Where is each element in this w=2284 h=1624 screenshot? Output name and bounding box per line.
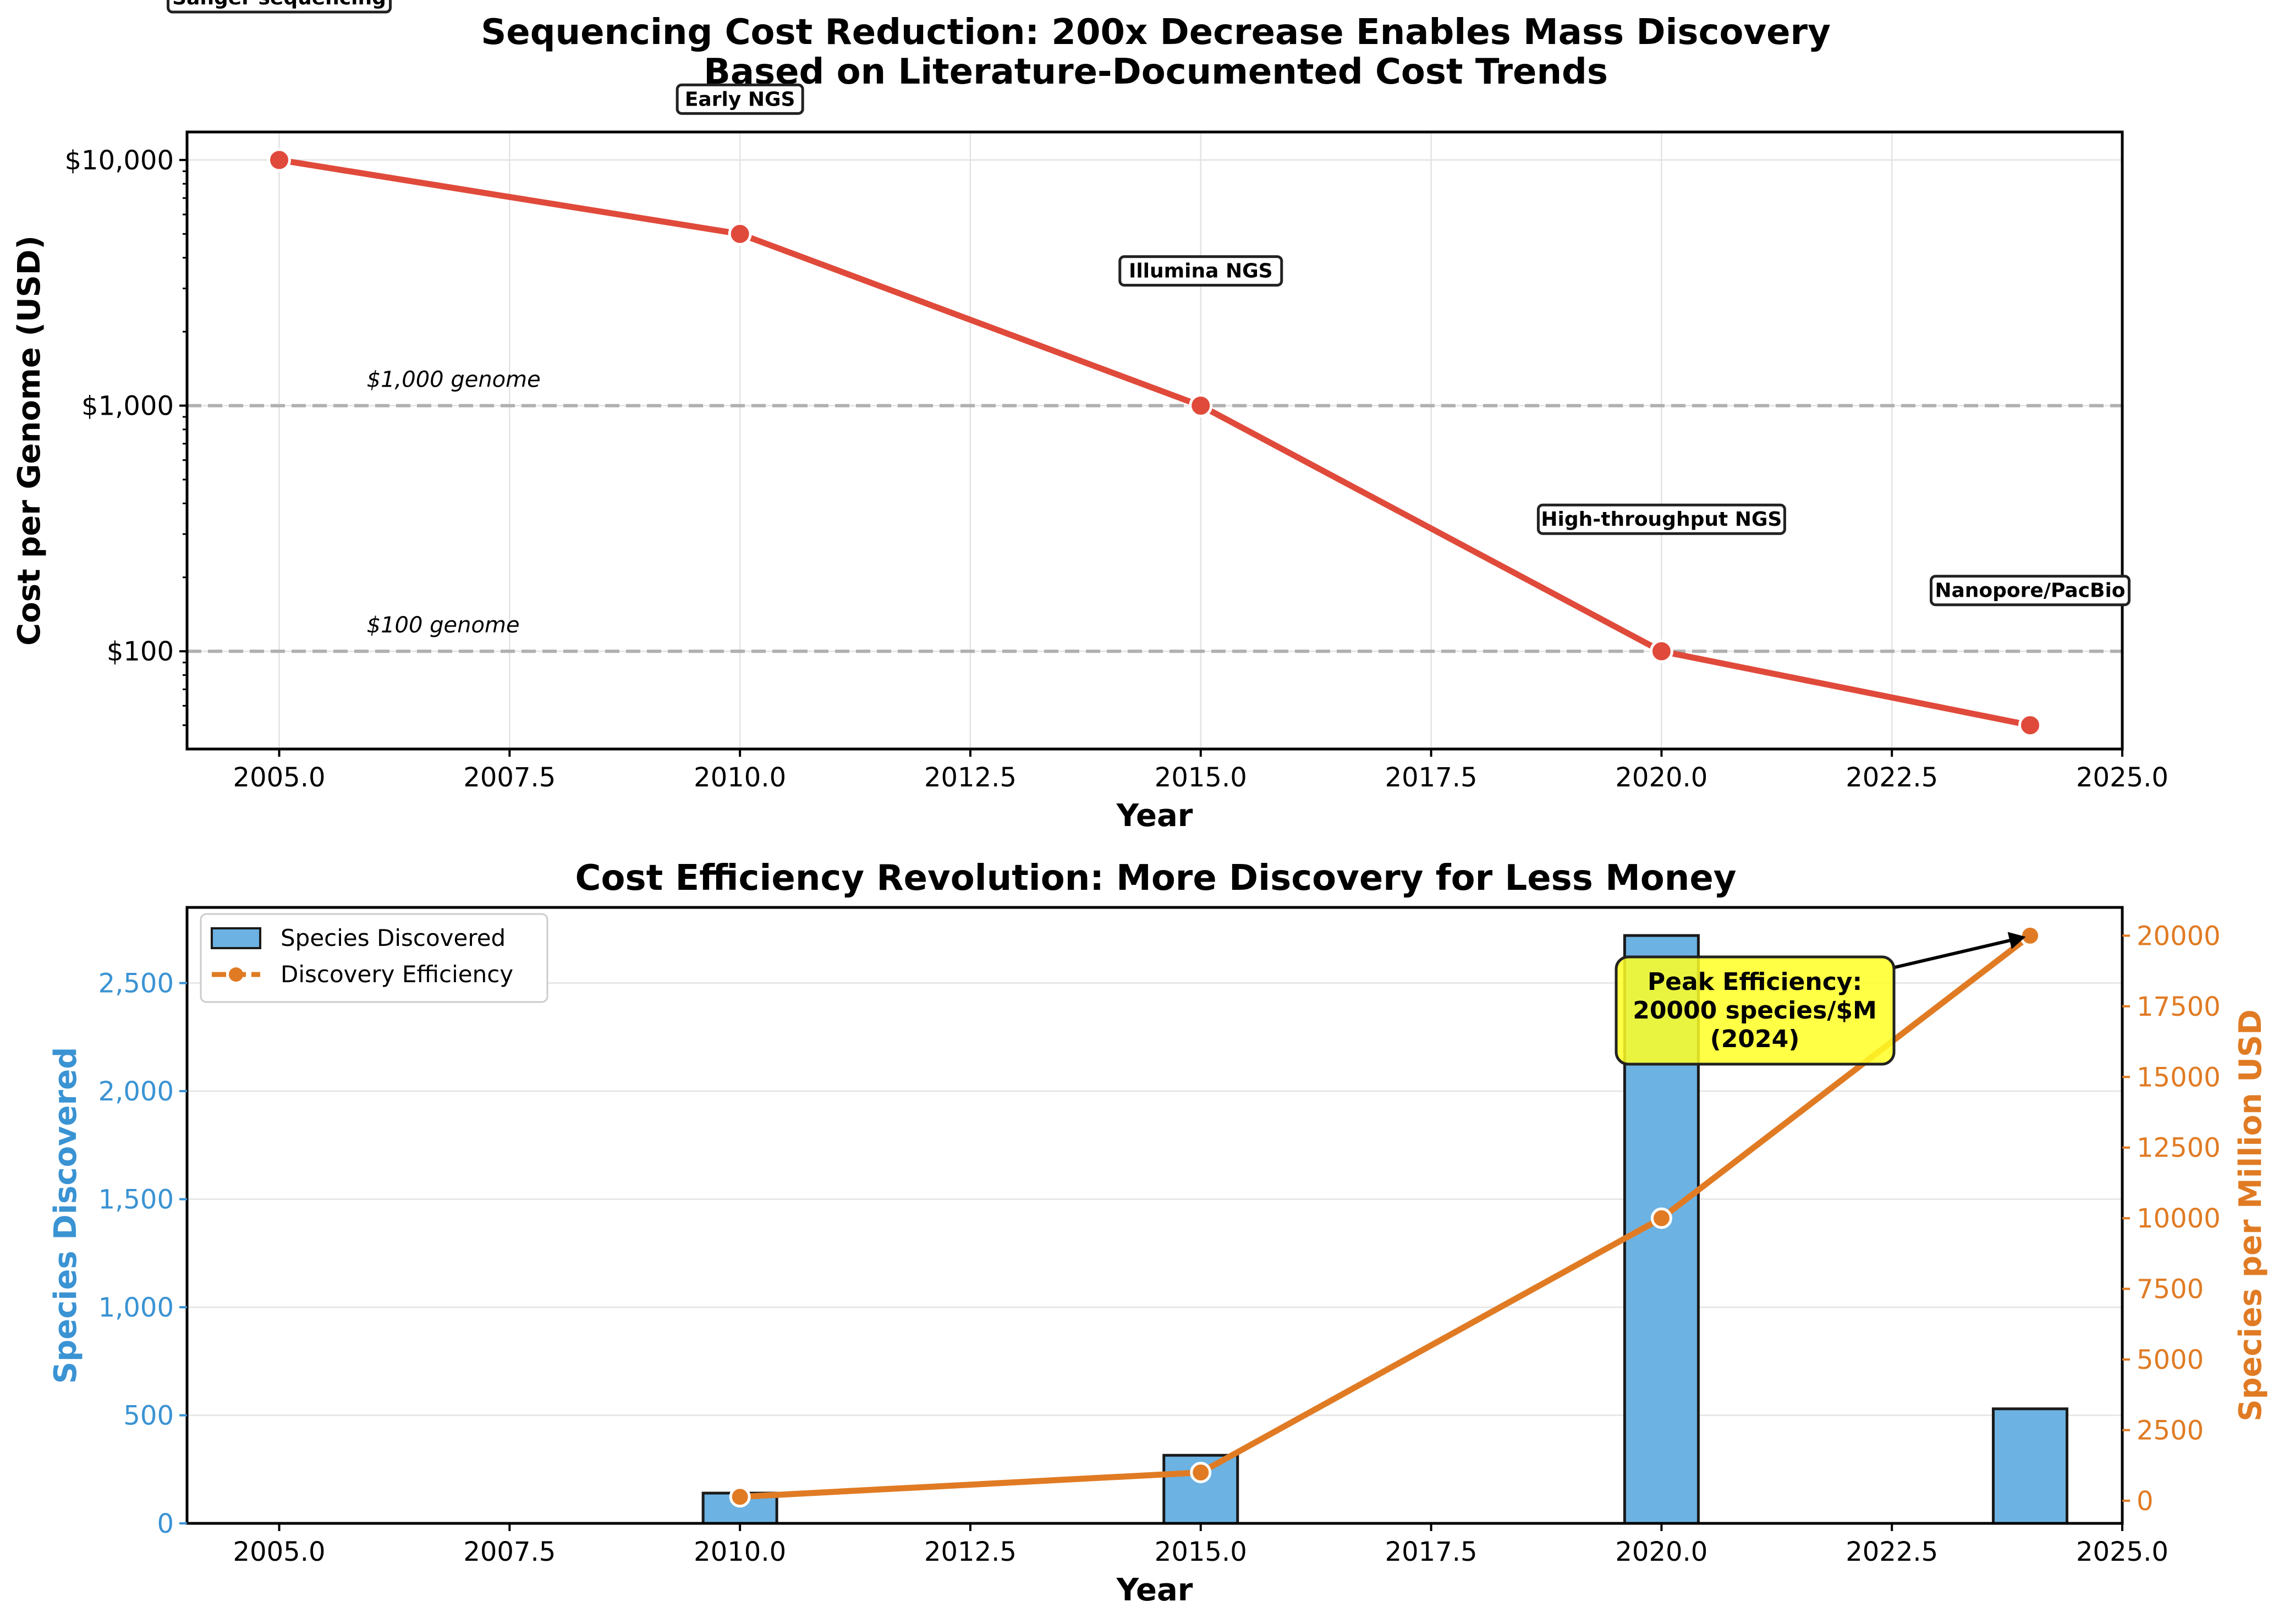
reference-lines: $1,000 genome $100 genome	[187, 367, 2122, 653]
top-plot-frame	[185, 130, 2124, 751]
bottom-right-y-tick-label: 15000	[2137, 1062, 2221, 1093]
top-x-tick-label: 2020.0	[1615, 762, 1707, 793]
legend-label-species: Species Discovered	[281, 924, 506, 951]
top-y-tick-label: $10,000	[65, 145, 174, 176]
peak-efficiency-callout: Peak Efficiency: 20000 species/$M (2024)	[1615, 932, 2026, 1066]
annotation-box	[1929, 575, 2131, 607]
bottom-x-tick-label: 2010.0	[694, 1537, 786, 1567]
top-x-tick-label: 2015.0	[1155, 762, 1247, 793]
cost-panel: Sequencing Cost Reduction: 200x Decrease…	[12, 0, 2168, 834]
callout-line-3: (2024)	[1710, 1025, 1800, 1053]
callout-line-2: 20000 species/$M	[1633, 997, 1877, 1025]
annotation-label: High-throughput NGS	[1541, 508, 1782, 531]
bottom-x-tick-label: 2017.5	[1385, 1537, 1478, 1567]
legend-label-efficiency: Discovery Efficiency	[281, 961, 513, 988]
efficiency-panel: Cost Efficiency Revolution: More Discove…	[48, 858, 2269, 1608]
reference-label-1000: $1,000 genome	[367, 367, 541, 393]
annotation-label: Sanger sequencing	[172, 0, 386, 9]
top-x-axis: 2005.0 2007.5 2010.0 2012.5 2015.0 2017.5 2020…	[233, 749, 2168, 793]
annotation-box	[676, 83, 804, 115]
annotation-label: Early NGS	[685, 88, 795, 111]
bottom-x-tick-label: 2005.0	[233, 1537, 326, 1567]
top-x-tick-label: 2017.5	[1385, 762, 1478, 793]
efficiency-point	[729, 1486, 751, 1508]
cost-point	[728, 222, 752, 246]
legend-box	[200, 913, 548, 1003]
bottom-x-tick-label: 2020.0	[1615, 1537, 1707, 1567]
callout-box	[1615, 955, 1896, 1066]
bottom-x-tick-label: 2012.5	[924, 1537, 1017, 1567]
cost-line-series	[267, 148, 2042, 737]
bottom-right-y-axis: 0 2500 5000 7500 10000 12500 15000 17500 20000	[2122, 921, 2221, 1517]
efficiency-point	[2019, 924, 2041, 946]
technology-annotations: Sanger sequencing Early NGS Illumina NGS Hi…	[167, 0, 2131, 607]
bottom-right-y-tick-label: 10000	[2137, 1203, 2221, 1234]
bottom-x-tick-label: 2022.5	[1846, 1537, 1938, 1567]
bottom-x-tick-label: 2007.5	[463, 1537, 556, 1567]
bottom-left-y-tick-label: 500	[123, 1401, 174, 1432]
top-x-axis-label: Year	[1116, 798, 1193, 834]
legend-line-marker	[229, 967, 243, 982]
callout-arrow	[1892, 939, 2010, 970]
bottom-left-y-tick-label: 0	[157, 1509, 174, 1539]
legend-bar-swatch	[211, 927, 261, 949]
annotation-box	[1118, 255, 1283, 287]
bottom-x-tick-label: 2015.0	[1155, 1537, 1247, 1567]
bottom-left-y-tick-label: 1,500	[98, 1185, 174, 1215]
annotation-label: Nanopore/PacBio	[1935, 580, 2125, 602]
bottom-left-y-tick-label: 2,000	[98, 1076, 174, 1107]
top-x-tick-label: 2005.0	[233, 762, 326, 793]
bottom-right-y-tick-label: 5000	[2137, 1345, 2204, 1375]
top-y-tick-label: $100	[107, 636, 174, 667]
bottom-left-y-axis-label: Species Discovered	[48, 1047, 84, 1384]
bottom-plot-frame	[185, 906, 2124, 1525]
top-x-tick-label: 2010.0	[694, 762, 786, 793]
bottom-right-y-tick-label: 17500	[2137, 992, 2221, 1022]
cost-point	[1649, 639, 1673, 663]
bottom-left-y-tick-label: 1,000	[98, 1292, 174, 1323]
legend: Species Discovered Discovery Efficiency	[200, 913, 548, 1003]
callout-line-1: Peak Efficiency:	[1648, 968, 1862, 996]
bottom-left-y-tick-label: 2,500	[98, 968, 174, 999]
bottom-x-tick-label: 2025.0	[2076, 1537, 2168, 1567]
cost-point	[2018, 713, 2042, 737]
reference-label-100: $100 genome	[367, 613, 520, 638]
efficiency-point	[1650, 1207, 1672, 1229]
bottom-right-y-tick-label: 2500	[2137, 1415, 2204, 1446]
top-gridlines	[187, 132, 2123, 749]
annotation-box	[167, 0, 392, 14]
bottom-x-axis-label: Year	[1116, 1572, 1193, 1608]
top-x-tick-label: 2022.5	[1846, 762, 1938, 793]
efficiency-point	[1190, 1462, 1212, 1484]
callout-arrowhead	[2007, 932, 2026, 949]
top-x-tick-label: 2012.5	[924, 762, 1017, 793]
annotation-label: Illumina NGS	[1129, 260, 1273, 283]
bottom-right-y-tick-label: 12500	[2137, 1133, 2221, 1164]
bottom-right-y-tick-label: 7500	[2137, 1274, 2204, 1305]
top-x-tick-label: 2007.5	[463, 762, 556, 793]
top-y-axis: $100 $1,000 $10,000	[65, 145, 187, 726]
top-y-tick-label: $1,000	[81, 391, 174, 422]
cost-line	[278, 157, 2031, 729]
bottom-chart-title: Cost Efficiency Revolution: More Discove…	[575, 858, 1737, 899]
efficiency-line	[739, 933, 2032, 1500]
bottom-x-axis: 2005.0 2007.5 2010.0 2012.5 2015.0 2017.5 2020…	[233, 1523, 2168, 1567]
top-y-axis-label: Cost per Genome (USD)	[12, 235, 47, 646]
bottom-right-y-axis-label: Species per Million USD	[2233, 1009, 2269, 1421]
top-x-tick-label: 2025.0	[2076, 762, 2168, 793]
annotation-box	[1536, 503, 1786, 535]
cost-point	[267, 148, 292, 172]
efficiency-line-series	[729, 924, 2041, 1508]
bottom-right-y-tick-label: 20000	[2137, 921, 2221, 951]
bottom-right-y-tick-label: 0	[2137, 1486, 2154, 1517]
chart-subtitle: Based on Literature-Documented Cost Tren…	[704, 52, 1608, 92]
cost-point	[1189, 394, 1213, 418]
chart-title: Sequencing Cost Reduction: 200x Decrease…	[481, 12, 1831, 53]
bottom-left-y-axis: 0 500 1,000 1,500 2,000 2,500	[98, 968, 187, 1539]
species-bar	[1991, 1407, 2068, 1525]
